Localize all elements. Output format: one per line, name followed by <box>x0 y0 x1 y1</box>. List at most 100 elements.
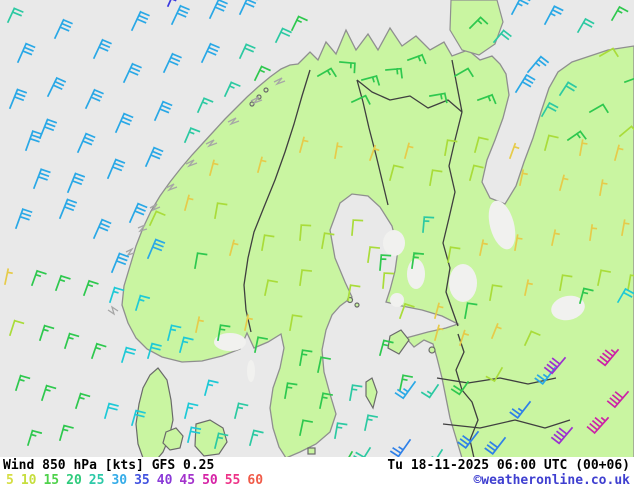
wind-barb <box>299 269 313 286</box>
wind-barb <box>253 336 268 354</box>
wind-barb <box>46 76 67 98</box>
border-norway-sweden <box>243 69 311 333</box>
border-sweden-finland <box>356 79 389 206</box>
wind-barb <box>38 118 58 140</box>
wind-barb <box>114 112 134 134</box>
wind-barb <box>40 384 57 402</box>
wind-barb <box>14 374 31 392</box>
wind-barb <box>368 144 380 162</box>
wind-barb <box>543 356 567 375</box>
wind-barb <box>543 134 559 152</box>
scale-value-15: 15 <box>43 473 60 488</box>
bornholm-island <box>307 447 316 455</box>
chart-caption-bar: Wind 850 hPa [kts] GFS 0.25 Tu 18-11-202… <box>0 457 634 490</box>
wind-barb <box>122 62 142 84</box>
wind-barb <box>339 61 356 74</box>
wind-barb <box>299 224 312 241</box>
wind-barb <box>92 218 112 240</box>
lofoten-islands <box>249 101 255 107</box>
wind-barb <box>403 142 414 160</box>
wind-barb <box>468 164 484 182</box>
wind-barb <box>398 374 413 392</box>
wind-barb <box>200 42 220 64</box>
wind-barb <box>444 139 458 156</box>
wind-barb <box>550 229 560 247</box>
wind-barb <box>108 286 125 304</box>
map-canvas <box>0 0 634 458</box>
saaremaa-island <box>428 346 436 354</box>
wind-barb <box>243 314 253 332</box>
wind-barb <box>54 274 71 292</box>
lake-vanern <box>214 333 246 351</box>
wind-barb <box>298 136 309 154</box>
wind-barb <box>321 232 335 249</box>
wind-barb <box>394 380 417 400</box>
wind-barb <box>514 73 536 94</box>
wind-barb <box>473 136 489 154</box>
wind-barb <box>130 409 146 427</box>
wind-barb <box>208 0 228 20</box>
wind-barb <box>223 81 241 98</box>
wind-barb <box>388 164 404 182</box>
wind-barb <box>248 429 264 447</box>
wind-barb <box>38 324 55 342</box>
wind-barb <box>82 279 99 297</box>
wind-barb <box>534 366 557 385</box>
kola-peninsula <box>449 0 504 56</box>
wind-barb <box>3 268 13 286</box>
wind-barb <box>92 38 112 60</box>
zealand-island <box>194 419 228 457</box>
wind-barb <box>130 10 150 32</box>
gotland-island <box>387 329 410 355</box>
wind-barb <box>589 224 598 241</box>
wind-barb <box>453 67 474 78</box>
wind-barb <box>398 302 415 320</box>
wind-barb <box>510 0 531 16</box>
wind-barb <box>284 382 298 399</box>
wind-barb <box>599 179 608 196</box>
wind-barb <box>194 316 204 334</box>
wind-barb <box>378 339 394 357</box>
wind-barb <box>558 81 578 97</box>
wind-barb <box>214 202 228 219</box>
wind-barb <box>153 100 173 122</box>
aland-islands <box>354 302 360 308</box>
wind-barb <box>579 139 588 156</box>
wind-barb <box>148 210 166 227</box>
wind-barb <box>183 194 194 212</box>
wind-barb <box>350 94 371 105</box>
wind-barb <box>618 125 634 138</box>
wind-barb <box>627 274 634 291</box>
wind-barb <box>8 88 28 110</box>
oland-island <box>365 377 378 410</box>
wind-barb <box>290 15 308 32</box>
wind-barb <box>458 329 470 347</box>
wind-barb <box>134 294 151 312</box>
wind-barb <box>429 92 448 104</box>
wind-barb <box>298 419 313 437</box>
finnish-lakes <box>390 293 404 307</box>
border-estonia-latvia <box>436 377 557 385</box>
wind-barb <box>146 342 162 360</box>
wind-barb <box>318 392 333 410</box>
wind-barb <box>606 390 630 409</box>
wind-barb <box>183 127 201 144</box>
wind-map <box>0 0 634 458</box>
wind-barb <box>299 349 313 366</box>
wind-barb <box>508 142 520 160</box>
jutland-peninsula <box>135 367 174 458</box>
wind-barb <box>256 156 267 174</box>
wind-barb <box>450 380 470 396</box>
border-baltics-russia <box>455 333 479 458</box>
wind-barb <box>476 93 497 105</box>
wind-barb <box>238 43 256 60</box>
border-latvia-lithuania <box>442 419 571 429</box>
wind-barb <box>490 322 502 340</box>
finnish-lakes <box>407 259 425 289</box>
wind-barb <box>347 284 361 301</box>
wind-barb <box>63 332 80 350</box>
caption-row-2: 5 10 15 20 25 30 35 40 45 50 55 60 ©weatheronline.c… <box>0 473 634 489</box>
wind-barb <box>429 169 443 186</box>
wind-barb <box>492 29 512 44</box>
